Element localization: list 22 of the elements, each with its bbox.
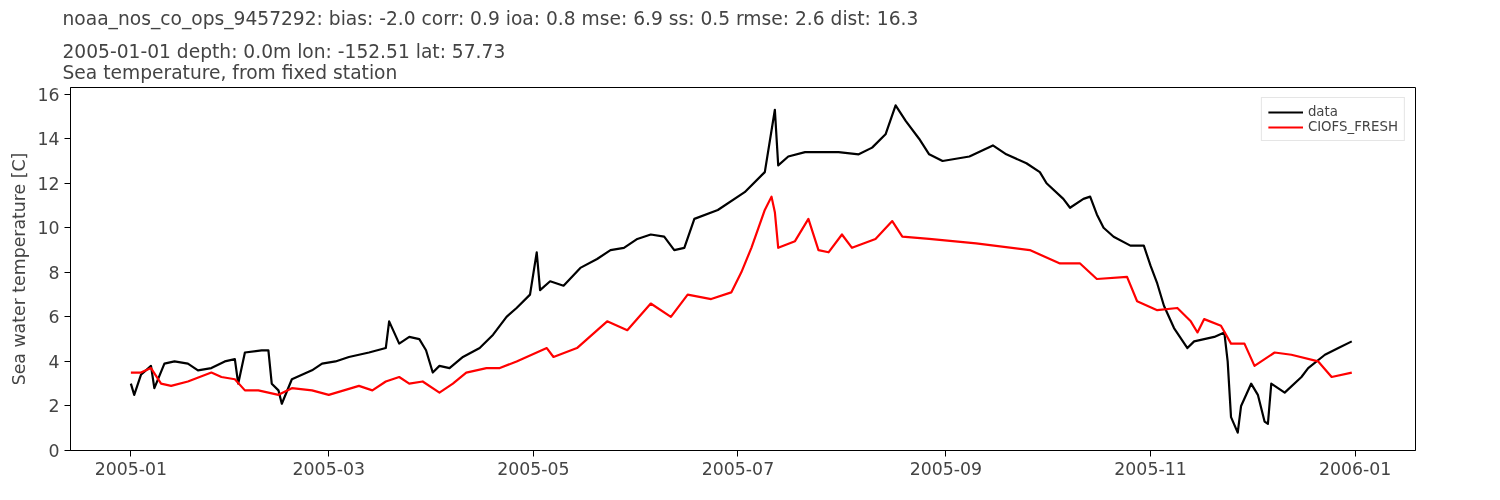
y-tick-label: 14: [37, 129, 60, 150]
chart-subtitle: 2005-01-01 depth: 0.0m lon: -152.51 lat: 57.73 Sea temperature, from fixed station: [62, 40, 506, 83]
x-tick-label: 2005-11: [1114, 458, 1187, 479]
line-series: [129, 195, 1353, 396]
legend-label: CIOFS_FRESH: [1307, 119, 1398, 134]
legend-label: data: [1307, 104, 1338, 119]
y-tick-label: 4: [48, 351, 60, 372]
y-tick-label: 12: [37, 173, 60, 194]
y-tick-label: 10: [37, 218, 60, 239]
x-tick-label: 2005-03: [292, 458, 365, 479]
x-tick-label: 2005-07: [701, 458, 775, 479]
chart-title: noaa_nos_co_ops_9457292: bias: -2.0 corr: 0.9 ioa: 0.8 mse: 6.9 ss: 0.5 rmse: 2.6 dist: 16.3: [62, 7, 919, 30]
x-tick-label: 2005-05: [497, 458, 570, 479]
x-tick-label: 2005-09: [909, 458, 983, 479]
y-tick-label: 6: [48, 307, 60, 328]
y-tick-label: 0: [48, 441, 60, 461]
y-axis-title: Sea water temperature [C]: [9, 152, 30, 386]
y-tick-label: 8: [48, 262, 60, 283]
y-tick-label: 2: [48, 396, 60, 417]
x-tick-label: 2005-01: [94, 458, 168, 479]
x-tick-label: 2006-01: [1318, 458, 1392, 479]
y-tick-label: 16: [37, 84, 60, 105]
